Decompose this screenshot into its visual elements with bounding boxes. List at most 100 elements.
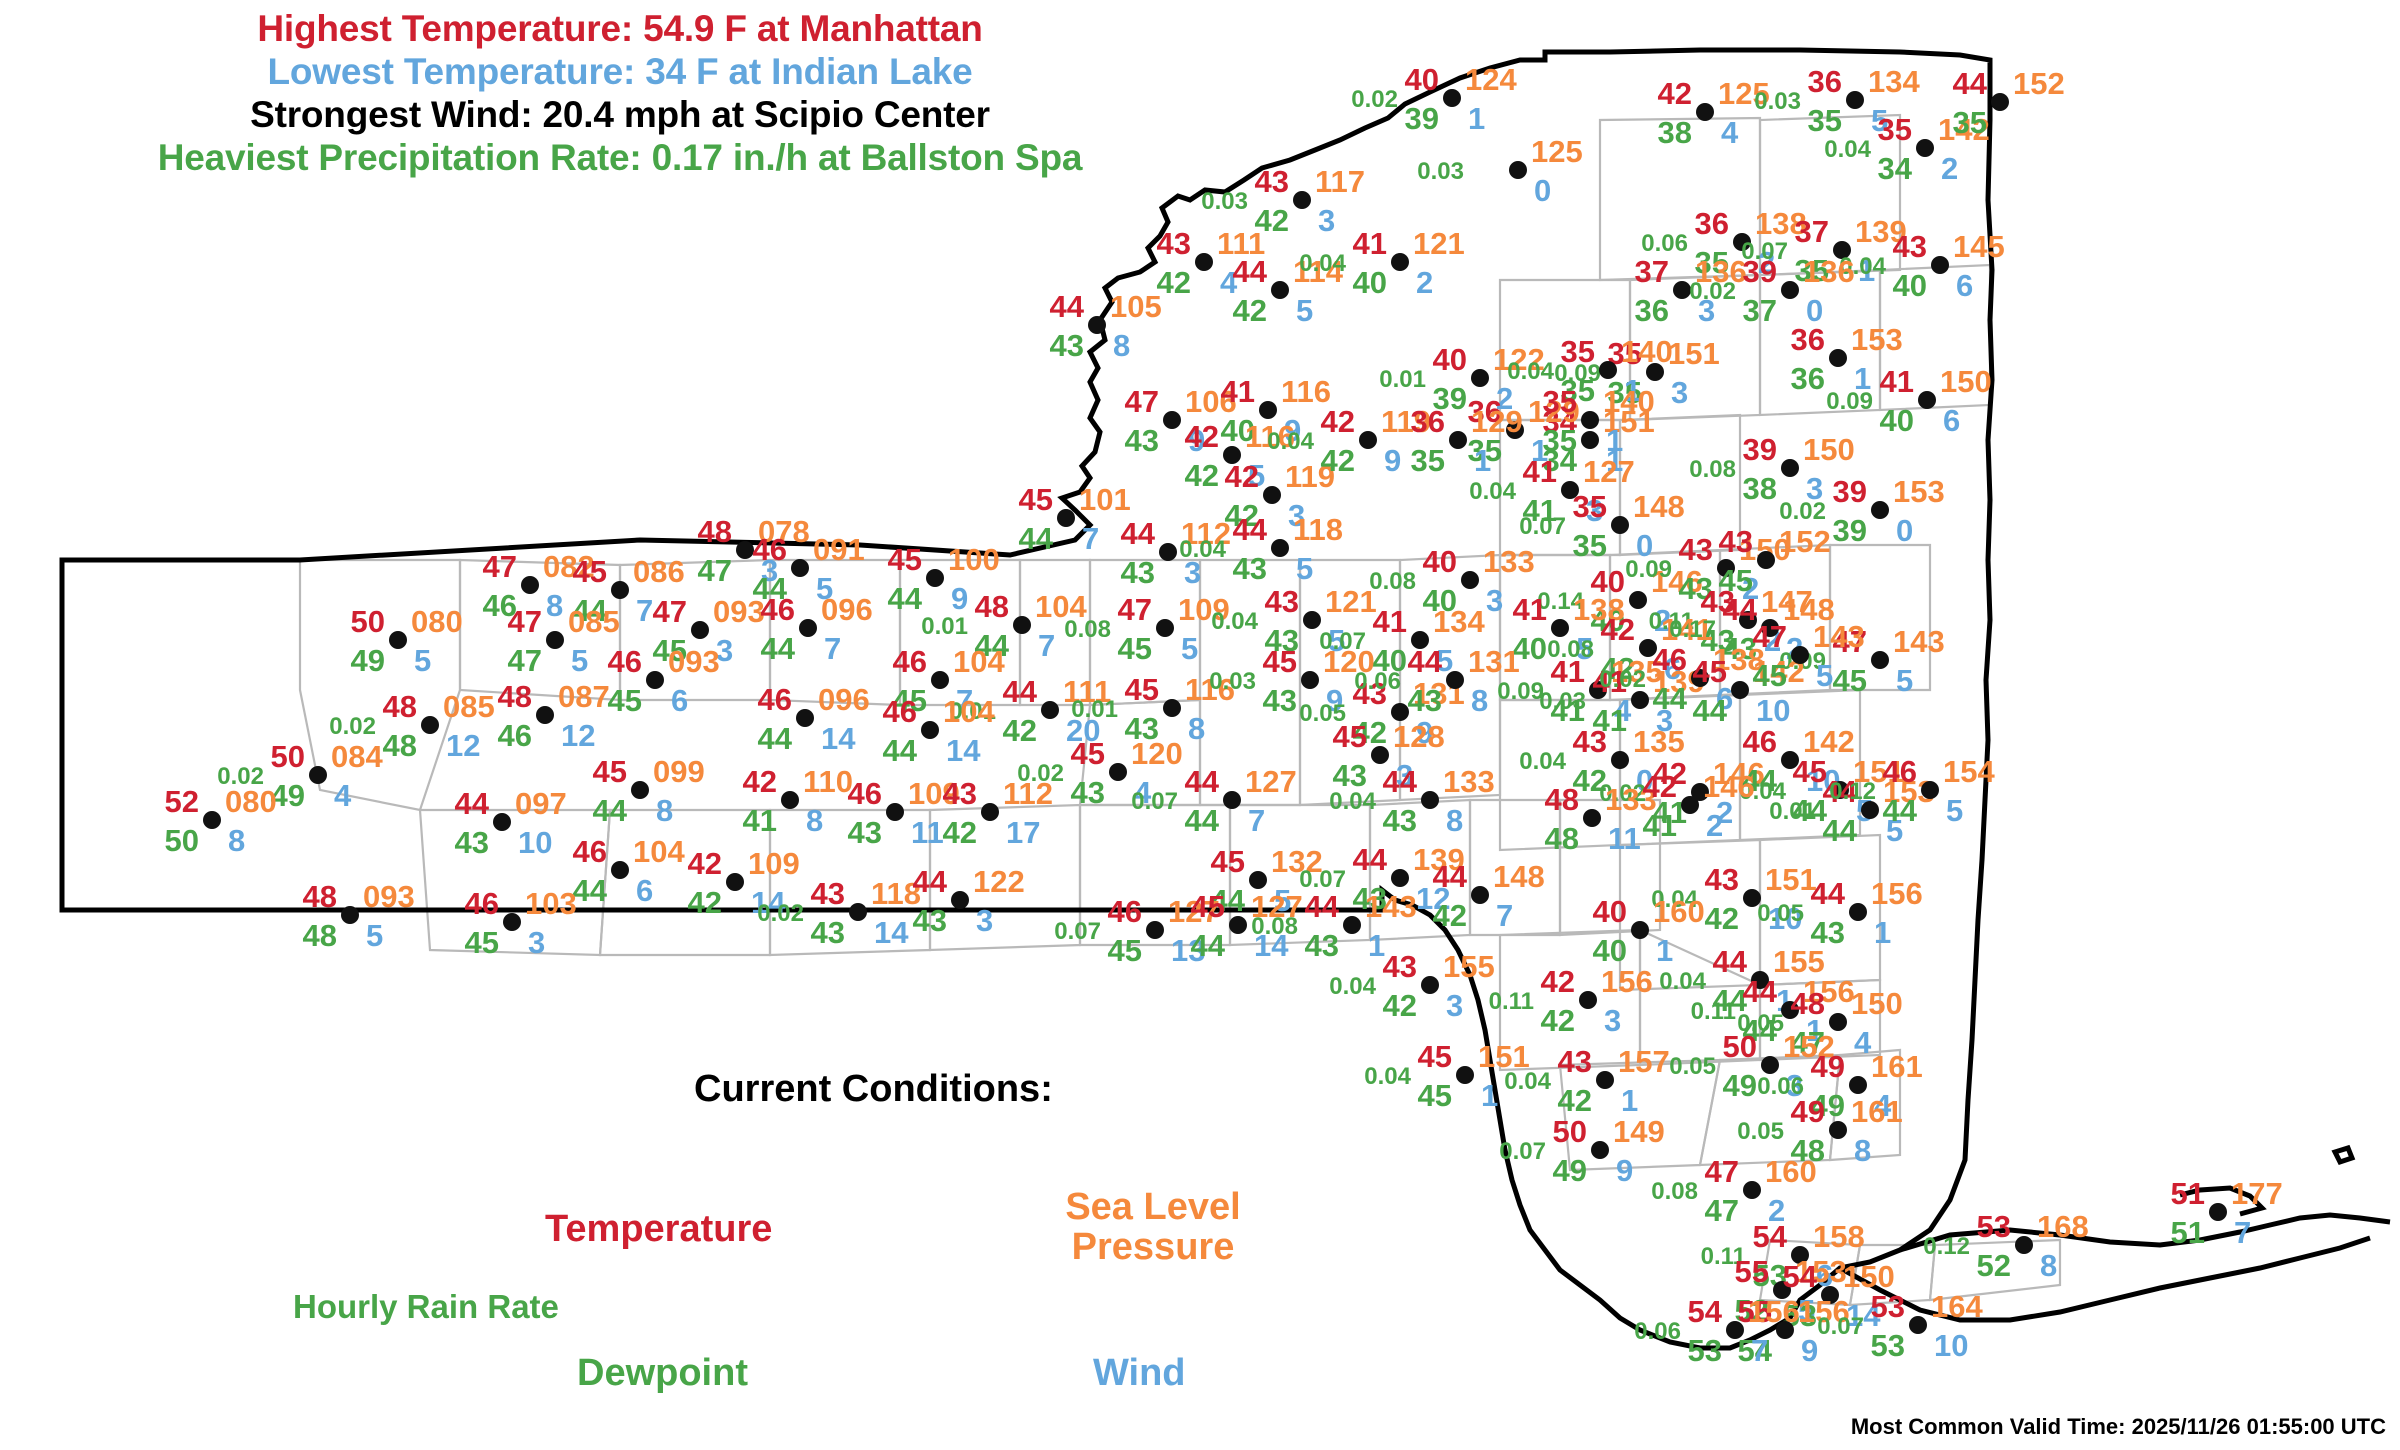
- station-dot-icon: [931, 671, 949, 689]
- station-dot-icon: [1579, 991, 1597, 1009]
- station-dewpoint: 48: [382, 728, 417, 763]
- station-dewpoint: 35: [1694, 245, 1729, 280]
- station-wind: 9: [1384, 443, 1402, 478]
- station-wind: 4: [1614, 693, 1632, 728]
- station-sea-level-pressure: 134: [1868, 64, 1920, 99]
- station-temperature: 54: [1782, 1259, 1817, 1294]
- station-wind: 0: [1896, 513, 1914, 548]
- station-dewpoint: 42: [942, 815, 977, 850]
- station-dewpoint: 44: [760, 631, 795, 666]
- station-wind: 3: [1786, 1068, 1804, 1103]
- station-temperature: 45: [592, 754, 627, 789]
- station-sea-level-pressure: 136: [1695, 254, 1747, 289]
- station-dewpoint: 44: [1018, 521, 1053, 556]
- station-wind: 3: [1656, 703, 1674, 738]
- station-dot-icon: [1421, 976, 1439, 994]
- station-sea-level-pressure: 105: [1110, 289, 1162, 324]
- station-sea-level-pressure: 152: [2013, 66, 2065, 101]
- station-dot-icon: [1909, 1316, 1927, 1334]
- station-sea-level-pressure: 085: [443, 689, 495, 724]
- station-precip-rate: 0.11: [1700, 1243, 1746, 1270]
- legend-sea-level-pressure-label: Sea Level Pressure: [1043, 1187, 1263, 1268]
- station-dewpoint: 42: [1557, 1083, 1592, 1118]
- station-dot-icon: [1109, 763, 1127, 781]
- station-wind: 5: [1896, 663, 1914, 698]
- station-sea-level-pressure: 156: [1601, 964, 1653, 999]
- station-dot-icon: [1249, 871, 1267, 889]
- station-dot-icon: [1921, 781, 1939, 799]
- station-wind: 14: [946, 733, 981, 768]
- station-wind: 5: [1328, 623, 1346, 658]
- station-sea-level-pressure: 096: [821, 592, 873, 627]
- station-temperature: 36: [1807, 64, 1842, 99]
- station-dot-icon: [1013, 616, 1031, 634]
- station-wind: 5: [1436, 643, 1454, 678]
- station-dewpoint: 45: [1107, 933, 1142, 968]
- station-sea-level-pressure: 121: [1413, 226, 1465, 261]
- station-dewpoint: 44: [974, 628, 1009, 663]
- station-dot-icon: [1371, 746, 1389, 764]
- station-dot-icon: [1691, 669, 1709, 687]
- station-sea-level-pressure: 122: [1493, 342, 1545, 377]
- station-wind: 17: [1006, 815, 1041, 850]
- station-sea-level-pressure: 122: [973, 864, 1025, 899]
- station-wind: 1: [1806, 1013, 1824, 1048]
- station-dewpoint: 44: [592, 793, 627, 828]
- station-precip-rate: 0.02: [217, 763, 264, 790]
- station-dot-icon: [1733, 233, 1751, 251]
- station-temperature: 48: [1790, 986, 1825, 1021]
- station-dot-icon: [1589, 681, 1607, 699]
- station-precip-rate: 0.04: [1267, 428, 1314, 455]
- station-dewpoint: 44: [1184, 803, 1219, 838]
- station-sea-level-pressure: 151: [1765, 862, 1817, 897]
- station-wind: 5: [1946, 793, 1964, 828]
- station-dewpoint: 41: [742, 803, 777, 838]
- station-wind: 7: [1496, 898, 1514, 933]
- station-dot-icon: [1743, 1181, 1761, 1199]
- station-wind: 8: [806, 803, 824, 838]
- station-dewpoint: 43: [454, 825, 489, 860]
- legend-temperature-label: Temperature: [545, 1208, 773, 1250]
- station-temperature: 46: [752, 532, 787, 567]
- station-sea-level-pressure: 101: [1079, 482, 1131, 517]
- station-dewpoint: 45: [607, 683, 642, 718]
- summary-header: Highest Temperature: 54.9 F at Manhattan…: [0, 8, 1240, 180]
- station-dot-icon: [1871, 501, 1889, 519]
- station-dot-icon: [1791, 1246, 1809, 1264]
- station-temperature: 46: [607, 644, 642, 679]
- station-temperature: 36: [1694, 206, 1729, 241]
- station-dot-icon: [1195, 253, 1213, 271]
- station-dot-icon: [1761, 619, 1779, 637]
- station-wind: 6: [1943, 403, 1961, 438]
- station-temperature: 43: [810, 876, 845, 911]
- station-dewpoint: 46: [482, 588, 517, 623]
- station-dewpoint: 43: [847, 815, 882, 850]
- station-precip-rate: 0.11: [1488, 988, 1534, 1015]
- station-wind: 5: [1816, 658, 1834, 693]
- station-sea-level-pressure: 109: [1178, 592, 1230, 627]
- station-dewpoint: 35: [1952, 105, 1987, 140]
- station-temperature: 46: [1742, 724, 1777, 759]
- station-temperature: 44: [1722, 592, 1757, 627]
- station-precip-rate: 0.07: [1299, 866, 1346, 893]
- station-sea-level-pressure: 177: [2231, 1176, 2283, 1211]
- station-temperature: 44: [1382, 764, 1417, 799]
- station-sea-level-pressure: 120: [1131, 736, 1183, 771]
- station-temperature: 47: [1704, 1154, 1739, 1189]
- station-dot-icon: [1223, 446, 1241, 464]
- station-sea-level-pressure: 080: [411, 604, 463, 639]
- station-sea-level-pressure: 146: [1713, 756, 1765, 791]
- station-dewpoint: 43: [1232, 551, 1267, 586]
- station-dot-icon: [611, 581, 629, 599]
- station-precip-rate: 0.01: [1379, 366, 1426, 393]
- station-dewpoint: 44: [1882, 793, 1917, 828]
- station-temperature: 46: [1107, 894, 1142, 929]
- station-temperature: 42: [1657, 76, 1692, 111]
- station-dot-icon: [1781, 751, 1799, 769]
- station-dewpoint: 35: [1560, 373, 1595, 408]
- station-sea-level-pressure: 168: [2037, 1209, 2089, 1244]
- station-precip-rate: 0.08: [1369, 568, 1416, 595]
- station-temperature: 45: [1124, 672, 1159, 707]
- station-dot-icon: [791, 559, 809, 577]
- lowest-temperature-line: Lowest Temperature: 34 F at Indian Lake: [267, 50, 973, 92]
